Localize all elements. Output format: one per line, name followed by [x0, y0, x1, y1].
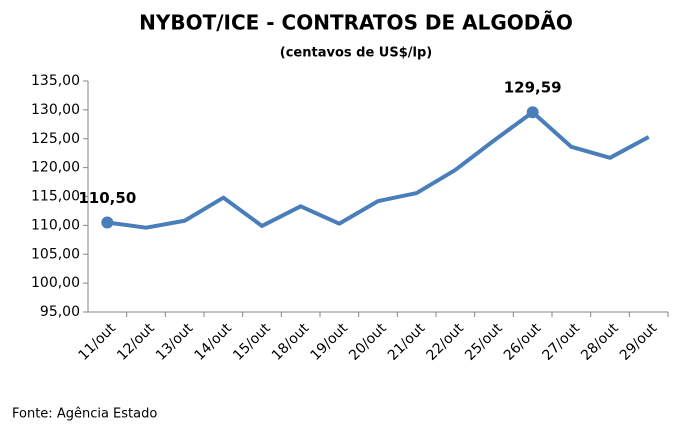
- y-tick-label: 110,00: [31, 217, 80, 233]
- x-tick-label: 21/out: [385, 320, 429, 364]
- x-tick-label: 27/out: [540, 320, 584, 364]
- x-tick-label: 15/out: [230, 320, 274, 364]
- y-tick-label: 135,00: [31, 73, 80, 89]
- y-tick-label: 95,00: [40, 304, 80, 320]
- point-marker: [101, 216, 114, 229]
- point-marker: [526, 106, 539, 119]
- y-tick-label: 105,00: [31, 246, 80, 262]
- chart-subtitle: (centavos de US$/lp): [280, 46, 432, 61]
- x-tick-label: 11/out: [76, 320, 120, 364]
- data-label: 129,59: [504, 79, 562, 97]
- x-tick-label: 19/out: [308, 320, 352, 364]
- chart-title: NYBOT/ICE - CONTRATOS DE ALGODÃO: [139, 11, 573, 35]
- x-tick-label: 28/out: [578, 320, 622, 364]
- y-tick-label: 115,00: [31, 189, 80, 205]
- source-note: Fonte: Agência Estado: [12, 407, 157, 422]
- x-tick-label: 12/out: [114, 320, 158, 364]
- x-tick-label: 25/out: [462, 320, 506, 364]
- y-tick-label: 130,00: [31, 102, 80, 118]
- x-tick-label: 26/out: [501, 320, 545, 364]
- y-tick-label: 120,00: [31, 160, 80, 176]
- y-tick-label: 125,00: [31, 131, 80, 147]
- y-tick-label: 100,00: [31, 275, 80, 291]
- x-tick-label: 20/out: [346, 320, 390, 364]
- x-tick-label: 13/out: [153, 320, 197, 364]
- x-tick-label: 29/out: [617, 320, 661, 364]
- x-tick-label: 18/out: [269, 320, 313, 364]
- data-label: 110,50: [78, 189, 136, 207]
- x-tick-label: 22/out: [424, 320, 468, 364]
- x-tick-label: 14/out: [192, 320, 236, 364]
- series-line: [107, 110, 650, 230]
